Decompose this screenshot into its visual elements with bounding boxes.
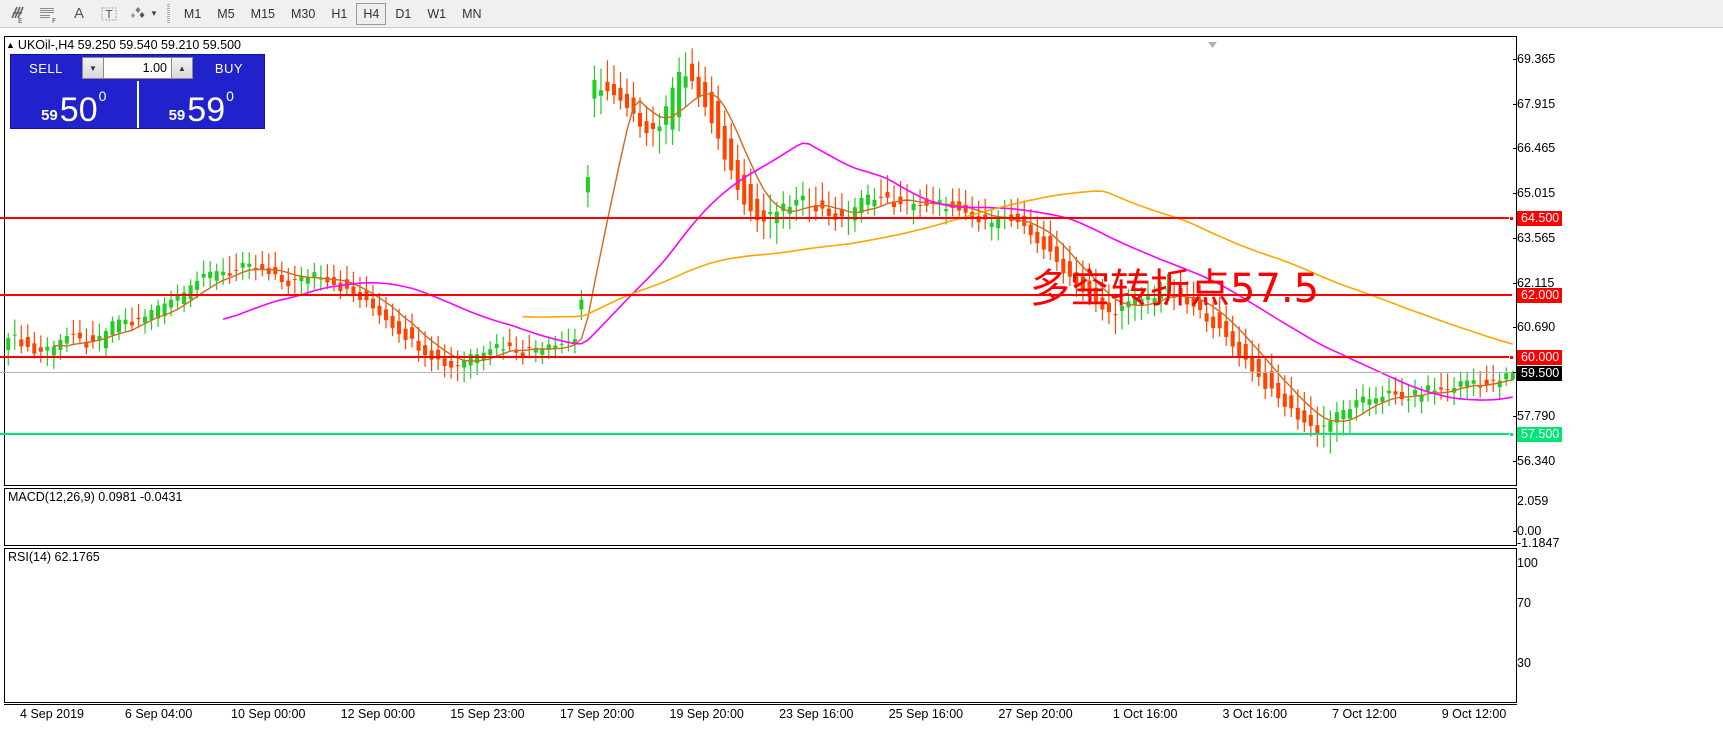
- macd-label: MACD(12,26,9) 0.0981 -0.0431: [8, 490, 183, 504]
- price-tick: 57.790: [1513, 409, 1555, 423]
- buy-price-quote[interactable]: 59 59 0: [136, 81, 265, 129]
- timeframe-h1[interactable]: H1: [331, 6, 348, 21]
- time-tick: 15 Sep 23:00: [450, 707, 525, 721]
- time-tick: 3 Oct 16:00: [1222, 707, 1288, 721]
- level-label-60000[interactable]: 60.000: [1517, 350, 1563, 366]
- time-tick: 7 Oct 12:00: [1332, 707, 1397, 721]
- symbol-info-text: UKOil-,H4 59.250 59.540 59.210 59.500: [17, 38, 241, 52]
- sell-button[interactable]: SELL: [29, 60, 63, 76]
- volume-increment-icon[interactable]: ▲: [171, 57, 193, 79]
- buy-price-pips: 59: [187, 90, 226, 129]
- chart-annotation-text[interactable]: 多空转折点57.5: [1030, 266, 1320, 312]
- macd-tick: -1.1847: [1517, 536, 1560, 551]
- buy-price-big-figure: 59: [168, 107, 186, 124]
- level-anchor-64500[interactable]: [1509, 216, 1514, 222]
- rsi-label: RSI(14) 62.1765: [8, 550, 100, 564]
- time-axis[interactable]: 4 Sep 2019 6 Sep 04:00 10 Sep 00:00 12 Sep …: [4, 704, 1517, 728]
- timeframe-m30[interactable]: M30: [291, 6, 316, 21]
- timeframe-h4[interactable]: H4: [356, 2, 387, 25]
- current-price-line: [0, 371, 1512, 373]
- level-line-57500[interactable]: [0, 433, 1512, 436]
- timeframe-m15[interactable]: M15: [250, 6, 275, 21]
- rsi-tick: 30: [1517, 656, 1531, 671]
- symbol-info-bar: ▲ UKOil-,H4 59.250 59.540 59.210 59.500: [6, 38, 241, 52]
- indicators-icon[interactable]: E: [4, 2, 34, 26]
- octp-quotes-row: 59 50 0 59 59 0: [11, 81, 264, 128]
- time-tick: 9 Oct 12:00: [1441, 707, 1507, 721]
- level-label-64500[interactable]: 64.500: [1517, 211, 1563, 227]
- price-tick: 66.465: [1513, 141, 1555, 155]
- macd-panel[interactable]: [4, 488, 1517, 546]
- price-tick: 65.015: [1513, 186, 1555, 200]
- svg-text:E: E: [18, 17, 22, 24]
- level-anchor-57500[interactable]: [1509, 432, 1514, 438]
- objects-dropdown-caret-icon[interactable]: ▼: [150, 9, 158, 18]
- svg-text:T: T: [105, 8, 113, 21]
- chart-scroll-handle[interactable]: [1208, 35, 1217, 48]
- rsi-tick: 100: [1517, 556, 1538, 570]
- toolbar-separator: [165, 3, 173, 25]
- macd-tick: 2.059: [1517, 494, 1549, 508]
- rsi-tick: 70: [1517, 595, 1531, 610]
- timeframe-m5[interactable]: M5: [217, 6, 235, 21]
- current-price-label: 59.500: [1517, 365, 1563, 381]
- time-tick: 12 Sep 00:00: [340, 707, 416, 721]
- time-tick: 17 Sep 20:00: [559, 707, 635, 721]
- level-anchor-60000[interactable]: [1509, 355, 1514, 361]
- level-label-62000[interactable]: 62.000: [1517, 288, 1563, 304]
- level-label-57500[interactable]: 57.500: [1517, 427, 1563, 443]
- level-line-60000[interactable]: [0, 356, 1512, 359]
- price-tick: 63.565: [1513, 231, 1555, 245]
- collapse-triangle-icon[interactable]: ▲: [6, 40, 15, 50]
- svg-text:F: F: [52, 17, 56, 24]
- price-axis[interactable]: 69.365 67.915 66.465 65.015 63.565 62.11…: [1513, 36, 1723, 703]
- level-line-62000[interactable]: [0, 294, 1512, 297]
- sell-price-pips: 50: [59, 90, 98, 129]
- timeframe-m1[interactable]: M1: [183, 6, 202, 21]
- text-icon[interactable]: A: [73, 5, 84, 22]
- time-tick: 27 Sep 20:00: [998, 707, 1073, 721]
- octp-controls-row: SELL ▼ 1.00 ▲ BUY: [11, 55, 264, 81]
- time-tick: 6 Sep 04:00: [124, 707, 193, 721]
- rsi-panel[interactable]: [4, 548, 1517, 703]
- time-tick: 19 Sep 20:00: [669, 707, 744, 721]
- objects-icon[interactable]: [124, 2, 154, 26]
- macd-tick: 0.00: [1513, 524, 1541, 538]
- text-label-icon[interactable]: T: [94, 2, 124, 26]
- price-tick: 67.915: [1513, 97, 1555, 111]
- volume-input[interactable]: 1.00: [104, 57, 171, 79]
- time-tick: 25 Sep 16:00: [888, 707, 964, 721]
- time-tick: 10 Sep 00:00: [231, 707, 306, 721]
- volume-decrement-icon[interactable]: ▼: [82, 57, 104, 79]
- buy-button[interactable]: BUY: [214, 60, 244, 76]
- sell-price-fraction: 0: [98, 88, 107, 104]
- price-tick: 62.115: [1513, 276, 1554, 290]
- price-tick: 56.340: [1513, 454, 1555, 468]
- main-toolbar: E F A T ▼ M1 M5 M15: [0, 0, 1723, 28]
- price-tick: 69.365: [1513, 52, 1555, 66]
- buy-price-fraction: 0: [226, 88, 234, 104]
- timeframe-mn[interactable]: MN: [462, 6, 482, 21]
- timeframe-d1[interactable]: D1: [395, 6, 412, 21]
- timeframe-w1[interactable]: W1: [427, 6, 447, 21]
- time-tick: 4 Sep 2019: [20, 707, 84, 721]
- sell-price-big-figure: 59: [41, 107, 58, 124]
- chart-area[interactable]: ▲ UKOil-,H4 59.250 59.540 59.210 59.500 S…: [0, 28, 1723, 755]
- time-tick: 1 Oct 16:00: [1112, 707, 1178, 721]
- crosshair-grid-icon[interactable]: F: [34, 2, 64, 26]
- one-click-trading-panel[interactable]: SELL ▼ 1.00 ▲ BUY 59 50 0 59 59 0: [10, 54, 265, 129]
- time-tick: 23 Sep 16:00: [779, 707, 854, 721]
- price-tick: 60.690: [1513, 320, 1555, 334]
- volume-stepper[interactable]: ▼ 1.00 ▲: [82, 57, 193, 79]
- sell-price-quote[interactable]: 59 50 0: [11, 81, 137, 128]
- level-line-64500[interactable]: [0, 217, 1512, 220]
